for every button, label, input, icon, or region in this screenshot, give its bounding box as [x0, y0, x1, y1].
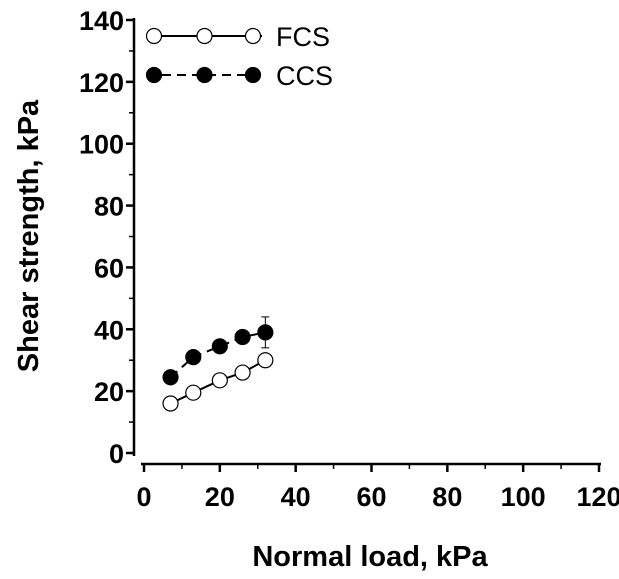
y-tick-label: 0	[109, 439, 124, 469]
legend-label: CCS	[276, 61, 333, 91]
legend-marker	[196, 66, 213, 84]
y-axis-label: Shear strength, kPa	[13, 99, 45, 372]
y-tick-label: 120	[79, 68, 124, 98]
axes	[132, 18, 601, 466]
x-axis-label: Normal load, kPa	[252, 541, 488, 573]
x-tick-label: 60	[356, 482, 386, 512]
x-tick-label: 40	[281, 482, 311, 512]
x-tick-label: 20	[205, 482, 235, 512]
x-tick-label: 120	[576, 482, 619, 512]
legend: FCS CCS	[145, 22, 333, 91]
y-tick-label: 60	[94, 253, 124, 283]
data-point	[162, 369, 179, 386]
data-point	[234, 328, 251, 346]
data-point	[211, 338, 228, 355]
series-layer	[162, 316, 274, 412]
data-point	[257, 352, 274, 369]
legend-marker	[244, 27, 262, 45]
x-tick-label: 100	[501, 482, 546, 512]
data-point	[185, 349, 202, 366]
data-point	[162, 395, 179, 412]
legend-marker	[196, 27, 213, 45]
legend-entry-ccs: CCS	[145, 61, 333, 91]
x-tick-label: 80	[432, 482, 462, 512]
data-point	[185, 384, 202, 401]
data-point	[211, 372, 228, 389]
series-fcs	[162, 352, 274, 412]
data-point	[234, 364, 251, 381]
series-ccs	[162, 316, 274, 386]
y-tick-label: 140	[79, 6, 124, 36]
ticks: 0 20 40 60 80 100 120 0 20 40 60 80 100 120 140	[79, 6, 619, 512]
data-point	[257, 324, 274, 341]
y-tick-label: 20	[94, 377, 124, 407]
x-tick-label: 0	[136, 482, 151, 512]
legend-marker	[244, 66, 262, 84]
legend-marker	[145, 66, 163, 84]
y-tick-label: 80	[94, 192, 124, 222]
y-tick-label: 40	[94, 315, 124, 345]
legend-label: FCS	[276, 22, 330, 52]
legend-marker	[145, 27, 163, 45]
y-tick-label: 100	[79, 130, 124, 160]
legend-entry-fcs: FCS	[145, 22, 330, 52]
